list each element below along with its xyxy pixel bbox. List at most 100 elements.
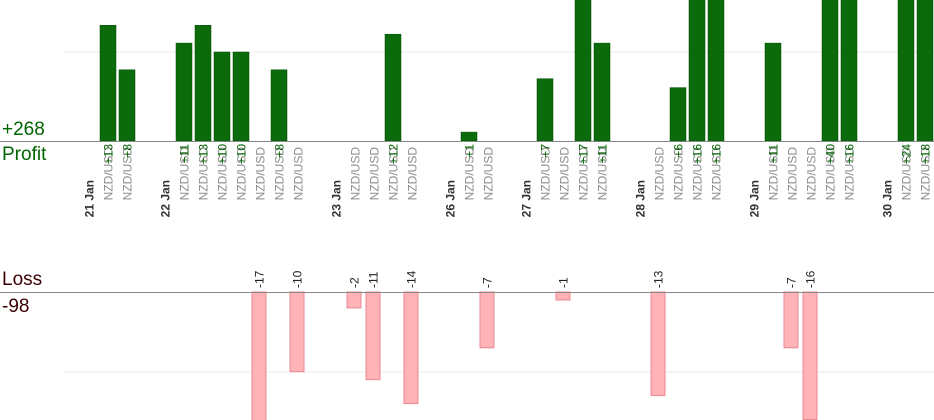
pair-label: NZD/USD (481, 147, 495, 201)
loss-value-label: -16 (803, 270, 817, 288)
chart-marks: 21 Jan NZD/USD+13 NZD/USD+822 Jan NZD/USD+1… (82, 0, 934, 420)
profit-bar (707, 0, 725, 142)
profit-bar (194, 25, 212, 142)
loss-value-label: -14 (404, 270, 418, 288)
loss-bar (555, 291, 571, 301)
pair-label: NZD/USD (291, 147, 305, 201)
profit-bar (232, 51, 250, 142)
profit-value-label: +13 (196, 144, 210, 165)
profit-bar (688, 0, 706, 142)
profit-value-label: +11 (766, 144, 780, 164)
profit-bar (821, 0, 839, 142)
pair-label: NZD/USD (405, 147, 419, 201)
date-label: 23 Jan (329, 180, 343, 217)
profit-bar (669, 87, 687, 142)
pair-label: NZD/USD (196, 147, 210, 201)
profit-bar (270, 69, 288, 142)
loss-bar (783, 291, 799, 349)
pair-label: NZD/USD (234, 147, 248, 201)
loss-label: Loss (2, 269, 43, 290)
loss-bar (346, 291, 362, 309)
profit-value-label: +11 (595, 144, 609, 164)
profit-bar (593, 42, 611, 142)
loss-bar (365, 291, 381, 381)
loss-value-label: -7 (784, 277, 798, 288)
profit-value-label: +16 (842, 144, 856, 165)
pair-label: NZD/USD (709, 147, 723, 201)
profit-value-label: +12 (386, 144, 400, 165)
pair-label: NZD/USD (386, 147, 400, 201)
pair-label: NZD/USD (462, 147, 476, 201)
profit-bar (897, 0, 915, 142)
profit-value-label: +24 (899, 144, 913, 165)
profit-value-label: +11 (177, 144, 191, 164)
loss-value-label: -2 (347, 277, 361, 288)
profit-bar (118, 69, 136, 142)
pair-label: NZD/USD (576, 147, 590, 201)
profit-bar (916, 0, 934, 142)
loss-bar (289, 291, 305, 373)
date-label: 27 Jan (519, 180, 533, 217)
profit-bar (764, 42, 782, 142)
profit-bar (384, 33, 402, 142)
pair-label: NZD/USD (177, 147, 191, 201)
pair-label: NZD/USD (785, 147, 799, 201)
pair-label: NZD/USD (823, 147, 837, 201)
profit-value-label: +16 (709, 144, 723, 165)
pair-label: NZD/USD (367, 147, 381, 201)
profit-value-label: +40 (823, 144, 837, 165)
profit-value-label: +17 (576, 144, 590, 165)
pair-label: NZD/USD (101, 147, 115, 201)
profit-value-label: +10 (234, 144, 248, 165)
loss-value-label: -13 (651, 270, 665, 288)
loss-value-label: -1 (556, 277, 570, 288)
pair-label: NZD/USD (804, 147, 818, 201)
profit-bar (460, 131, 478, 142)
pair-label: NZD/USD (253, 147, 267, 201)
loss-bar (403, 291, 419, 405)
loss-value-label: -17 (252, 270, 266, 288)
pair-label: NZD/USD (899, 147, 913, 201)
profit-value-label: +6 (671, 144, 685, 158)
profit-value-label: +7 (538, 144, 552, 158)
profit-bar (213, 51, 231, 142)
pair-label: NZD/USD (348, 147, 362, 201)
profit-bar (175, 42, 193, 142)
profit-label: Profit (2, 144, 47, 165)
pair-label: NZD/USD (120, 147, 134, 201)
loss-value-label: -10 (290, 270, 304, 288)
profit-value-label: +13 (101, 144, 115, 165)
pair-label: NZD/USD (557, 147, 571, 201)
profit-value-label: +1 (462, 144, 476, 158)
loss-bar (479, 291, 495, 349)
pair-label: NZD/USD (595, 147, 609, 201)
pair-label: NZD/USD (690, 147, 704, 201)
pair-label: NZD/USD (538, 147, 552, 201)
profit-bar (574, 0, 592, 142)
pair-label: NZD/USD (671, 147, 685, 201)
pair-label: NZD/USD (652, 147, 666, 201)
pair-label: NZD/USD (272, 147, 286, 201)
date-label: 26 Jan (443, 180, 457, 217)
profit-bar (99, 25, 117, 142)
loss-value-label: -7 (480, 277, 494, 288)
pair-label: NZD/USD (215, 147, 229, 201)
loss-bar (251, 291, 267, 420)
date-label: 29 Jan (747, 180, 761, 217)
date-label: 22 Jan (158, 180, 172, 217)
profit-total: +268 (2, 119, 45, 140)
profit-value-label: +16 (690, 144, 704, 165)
loss-bar (802, 291, 818, 420)
pair-label: NZD/USD (918, 147, 932, 201)
pair-label: NZD/USD (842, 147, 856, 201)
profit-value-label: +8 (272, 144, 286, 158)
loss-value-label: -11 (366, 271, 380, 288)
pair-label: NZD/USD (766, 147, 780, 201)
profit-bar (536, 78, 554, 142)
profit-value-label: +10 (215, 144, 229, 165)
profit-bar (840, 0, 858, 142)
date-label: 30 Jan (880, 180, 894, 217)
loss-total: -98 (2, 296, 30, 317)
profit-value-label: +18 (918, 144, 932, 165)
